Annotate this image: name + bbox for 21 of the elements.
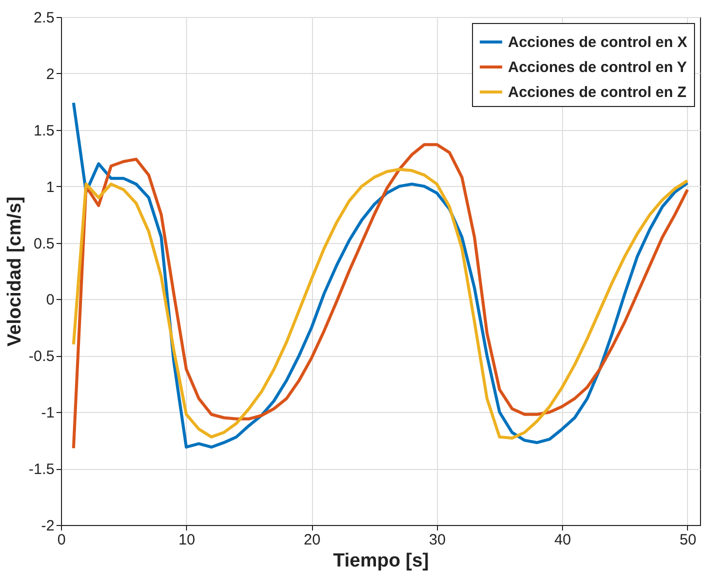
x-tick-label: 10 (178, 532, 196, 548)
y-tick-label: 2 (46, 66, 54, 83)
x-axis-title: Tiempo [s] (333, 550, 429, 572)
legend-label: Acciones de control en Y (508, 59, 687, 76)
y-tick-label: 0 (46, 292, 54, 309)
y-tick-label: 0.5 (34, 235, 54, 252)
x-tick-label: 0 (57, 532, 66, 548)
y-tick-label: 2.5 (34, 10, 54, 26)
x-tick-label: 20 (304, 532, 320, 548)
x-tick-label: 30 (429, 532, 446, 548)
y-tick-label: -0.5 (28, 348, 54, 366)
y-tick-label: -2 (41, 518, 54, 534)
legend-label: Acciones de control en Z (508, 84, 686, 101)
y-tick-label: 1 (46, 178, 54, 196)
x-tick-label: 50 (680, 532, 696, 548)
legend-label: Acciones de control en X (508, 34, 688, 51)
y-tick-label: 1.5 (34, 122, 54, 140)
y-tick-label: -1.5 (28, 461, 54, 478)
y-tick-label: -1 (41, 404, 54, 422)
x-tick-label: 40 (554, 532, 572, 548)
y-axis-title: Velocidad [cm/s] (4, 196, 26, 346)
